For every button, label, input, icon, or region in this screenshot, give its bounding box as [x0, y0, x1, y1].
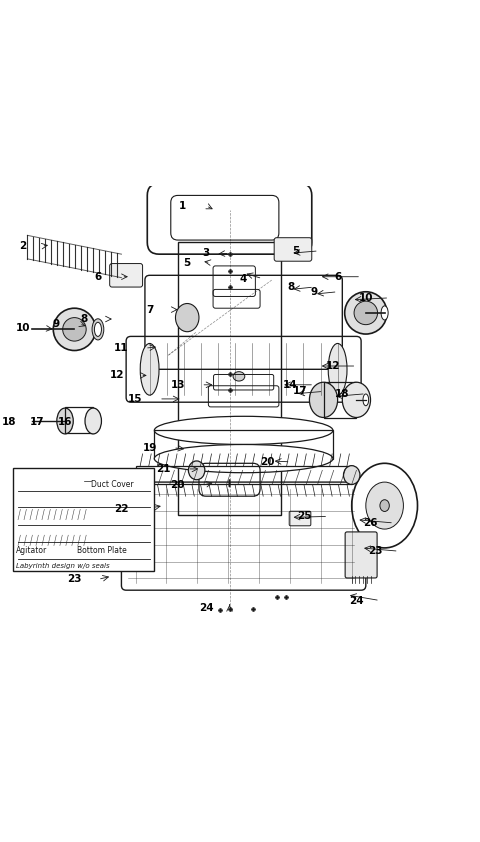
Text: 23: 23: [368, 546, 383, 557]
FancyBboxPatch shape: [274, 237, 312, 261]
Ellipse shape: [63, 317, 86, 341]
Text: 15: 15: [128, 394, 143, 404]
Text: 14: 14: [283, 380, 298, 390]
FancyBboxPatch shape: [345, 532, 377, 578]
Text: 5: 5: [292, 246, 299, 256]
Ellipse shape: [328, 344, 347, 395]
Ellipse shape: [176, 303, 199, 332]
Text: 9: 9: [52, 319, 59, 328]
Text: 2: 2: [19, 241, 26, 251]
Ellipse shape: [95, 322, 101, 337]
Ellipse shape: [310, 382, 337, 418]
Bar: [135, 466, 352, 484]
Text: 12: 12: [325, 361, 340, 371]
Text: 11: 11: [114, 344, 129, 353]
Text: 24: 24: [199, 603, 213, 613]
Text: Bottom Plate: Bottom Plate: [77, 546, 127, 555]
Bar: [13, 468, 155, 572]
Text: 12: 12: [109, 370, 124, 381]
Text: 10: 10: [359, 293, 373, 303]
Text: 18: 18: [1, 418, 16, 428]
Ellipse shape: [233, 371, 245, 381]
Ellipse shape: [155, 416, 333, 445]
Ellipse shape: [140, 344, 159, 395]
Text: 4: 4: [240, 274, 247, 284]
Text: 9: 9: [311, 287, 318, 296]
Text: 7: 7: [146, 305, 153, 315]
Text: 6: 6: [334, 272, 341, 282]
Bar: [65, 407, 93, 433]
Text: 5: 5: [184, 258, 191, 268]
Ellipse shape: [189, 461, 205, 480]
Ellipse shape: [53, 308, 96, 350]
Ellipse shape: [85, 408, 101, 434]
Text: 8: 8: [80, 314, 87, 324]
Ellipse shape: [92, 319, 104, 340]
Text: 17: 17: [30, 418, 44, 428]
Text: 25: 25: [298, 511, 312, 521]
Text: 22: 22: [114, 504, 129, 514]
Text: Duct Cover: Duct Cover: [91, 480, 133, 488]
Bar: [324, 382, 357, 418]
Text: 26: 26: [363, 518, 378, 528]
Text: 23: 23: [67, 574, 82, 584]
Bar: [155, 430, 333, 459]
Ellipse shape: [366, 482, 403, 529]
Text: 1: 1: [179, 200, 186, 210]
Text: 8: 8: [287, 282, 294, 292]
Text: 18: 18: [335, 389, 349, 399]
FancyBboxPatch shape: [289, 511, 311, 525]
Ellipse shape: [57, 408, 73, 434]
Text: 24: 24: [349, 595, 364, 605]
Text: 3: 3: [203, 248, 210, 258]
Text: 20: 20: [170, 481, 185, 490]
Bar: [178, 242, 281, 515]
Ellipse shape: [380, 499, 389, 511]
Text: 20: 20: [260, 457, 275, 466]
Ellipse shape: [354, 301, 378, 325]
Text: 10: 10: [15, 323, 30, 333]
Ellipse shape: [381, 306, 388, 320]
FancyBboxPatch shape: [110, 264, 143, 287]
Ellipse shape: [342, 382, 371, 418]
Ellipse shape: [345, 292, 387, 334]
Text: 13: 13: [170, 380, 185, 390]
Text: 16: 16: [58, 418, 72, 428]
Ellipse shape: [155, 445, 333, 472]
Ellipse shape: [344, 466, 360, 484]
Text: 21: 21: [156, 464, 171, 474]
Text: Agitator: Agitator: [16, 546, 47, 555]
Text: 17: 17: [293, 386, 307, 397]
Ellipse shape: [363, 394, 369, 406]
Text: 19: 19: [143, 443, 157, 453]
Ellipse shape: [352, 463, 418, 548]
Text: 6: 6: [94, 272, 102, 282]
Text: Labyrinth design w/o seals: Labyrinth design w/o seals: [16, 563, 109, 569]
